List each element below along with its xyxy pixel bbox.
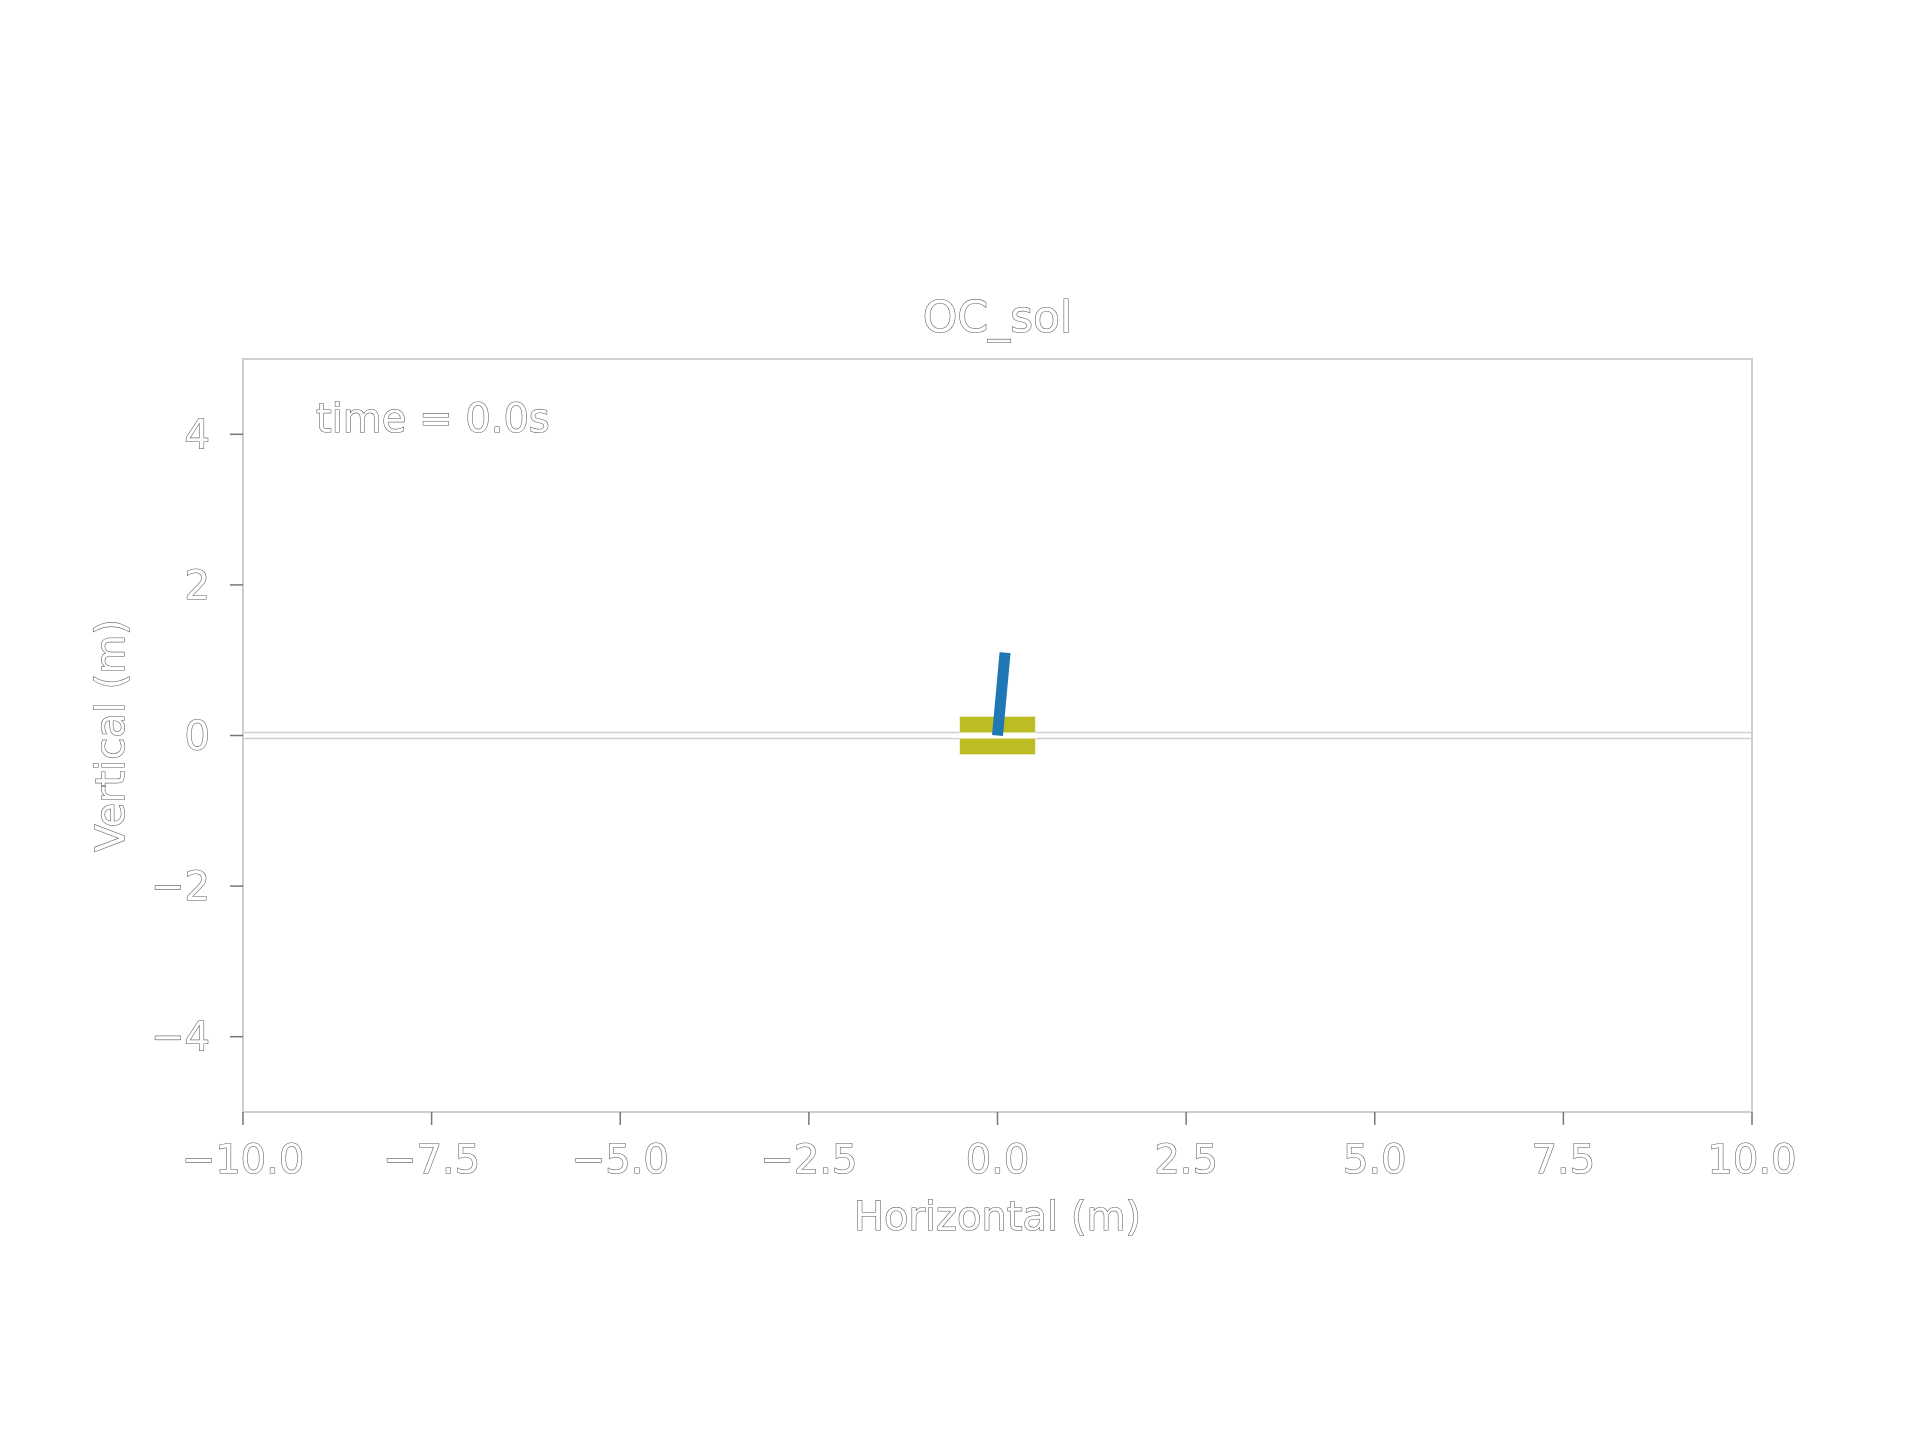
x-tick-label: 2.5 <box>1154 1137 1218 1183</box>
y-tick-label: 0 <box>185 714 210 760</box>
time-annotation: time = 0.0s <box>316 396 550 442</box>
x-axis-label: Horizontal (m) <box>854 1194 1141 1240</box>
y-tick-label: −2 <box>151 864 210 910</box>
x-tick-label: −10.0 <box>182 1137 305 1183</box>
y-tick-label: 2 <box>185 563 210 609</box>
x-tick-label: −7.5 <box>383 1137 480 1183</box>
y-axis-label: Vertical (m) <box>88 619 134 852</box>
chart-title: OC_sol <box>923 292 1072 343</box>
x-tick-label: 0.0 <box>966 1137 1030 1183</box>
y-tick-label: −4 <box>151 1015 210 1061</box>
y-tick-label: 4 <box>185 412 210 458</box>
x-tick-label: −2.5 <box>760 1137 857 1183</box>
x-tick-label: 7.5 <box>1532 1137 1596 1183</box>
plot-layer: −10.0 −7.5 −5.0 −2.5 0.0 2.5 5.0 7.5 10.0 −4 −2 0 2 4 <box>150 358 1797 1184</box>
x-tick-label: −5.0 <box>572 1137 669 1183</box>
x-tick-label: 10.0 <box>1707 1137 1796 1183</box>
pole-line <box>992 652 1011 736</box>
x-tick-label: 5.0 <box>1343 1137 1407 1183</box>
